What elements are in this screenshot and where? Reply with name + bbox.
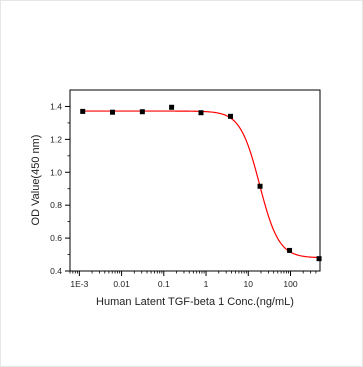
data-points — [80, 104, 322, 262]
y-tick-label: 0.8 — [50, 200, 62, 210]
data-point — [228, 113, 234, 119]
data-point — [139, 109, 145, 115]
x-axis: 1E-3 0.01 0.1 1 10 100 — [69, 271, 317, 289]
data-point — [287, 247, 293, 253]
data-point — [110, 109, 116, 115]
y-tick-label: 0.4 — [50, 266, 62, 276]
data-point — [169, 104, 175, 110]
x-tick-label: 0.01 — [113, 279, 130, 289]
x-tick-label: 10 — [244, 279, 254, 289]
y-axis-label: OD Value(450 nm) — [30, 135, 42, 226]
y-tick-label: 1.0 — [50, 167, 62, 177]
plot-area — [69, 89, 321, 272]
x-axis-label: Human Latent TGF-beta 1 Conc.(ng/mL) — [96, 296, 294, 308]
x-tick-label: 100 — [283, 279, 297, 289]
data-point — [198, 110, 204, 116]
fit-curve — [82, 110, 320, 259]
x-tick-label: 1 — [204, 279, 209, 289]
data-point — [316, 256, 322, 262]
data-point — [80, 108, 86, 114]
y-axis: 0.4 0.6 0.8 1.0 1.2 1.4 — [50, 101, 70, 276]
y-tick-label: 1.4 — [50, 101, 62, 111]
data-point — [257, 183, 263, 189]
x-tick-label: 1E-3 — [70, 279, 88, 289]
x-tick-label: 0.1 — [158, 279, 170, 289]
y-tick-label: 1.2 — [50, 134, 62, 144]
y-tick-label: 0.6 — [50, 233, 62, 243]
